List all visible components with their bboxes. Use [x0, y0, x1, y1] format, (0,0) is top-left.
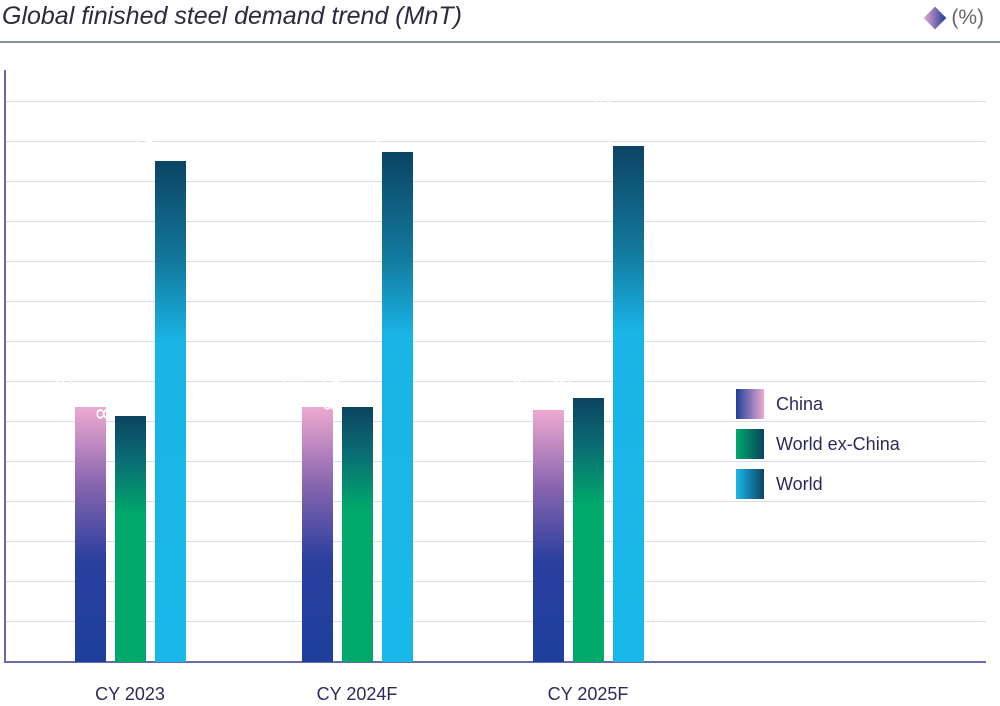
bar-china: 887 — [510, 377, 564, 662]
gridline — [6, 181, 986, 182]
bar-value-label: 1,763 — [131, 109, 157, 165]
bar-world: 1,815 — [590, 95, 644, 662]
legend-label: World — [776, 473, 823, 494]
legend-item-world: World — [736, 464, 900, 504]
bar-value-label: 867 — [91, 383, 117, 420]
gridline — [6, 421, 986, 422]
unit-label: (%) — [951, 6, 984, 29]
bar-china: 896 — [279, 374, 333, 662]
bar-value-label: 896 — [278, 374, 304, 411]
legend-item-china: China — [736, 384, 900, 424]
title-divider — [0, 41, 1000, 43]
legend-swatch — [736, 429, 764, 459]
gridline — [6, 101, 986, 102]
unit-indicator: (%) — [924, 6, 984, 30]
legend-item-world-ex-china: World ex-China — [736, 424, 900, 464]
y-axis — [4, 70, 6, 663]
legend-label: World ex-China — [776, 433, 900, 454]
bar-world: 1,763 — [132, 110, 186, 662]
bar-value-label: 928 — [549, 365, 575, 402]
legend-swatch — [736, 389, 764, 419]
x-axis — [4, 661, 986, 663]
gridline — [6, 261, 986, 262]
legend-label: China — [776, 393, 824, 414]
bar-value-label: 1,793 — [358, 100, 384, 156]
bar-value-label: 896 — [51, 374, 77, 411]
x-tick-label: CY 2023 — [95, 684, 165, 704]
bar-value-label: 887 — [509, 377, 535, 414]
bar-value-label: 897 — [318, 374, 344, 411]
gridline — [6, 461, 986, 462]
legend: China World ex-China World — [736, 384, 900, 504]
legend-swatch — [736, 469, 764, 499]
gridline — [6, 341, 986, 342]
gridline — [6, 301, 986, 302]
chart-title: Global finished steel demand trend (MnT) — [2, 2, 462, 30]
gridline — [6, 141, 986, 142]
bar-world: 1,793 — [359, 101, 413, 662]
gridline — [6, 221, 986, 222]
bar-china: 896 — [52, 374, 106, 662]
bar-exchina: 928 — [550, 365, 604, 662]
bar-exchina: 897 — [319, 374, 373, 662]
gridline — [6, 501, 986, 502]
x-tick-label: CY 2025F — [547, 684, 629, 704]
gridline — [6, 381, 986, 382]
bar-exchina: 867 — [92, 383, 146, 662]
bar-value-label: 1,815 — [589, 94, 615, 150]
gridline — [6, 621, 986, 622]
gridline — [6, 541, 986, 542]
gridline — [6, 581, 986, 582]
x-tick-label: CY 2024F — [316, 684, 398, 704]
